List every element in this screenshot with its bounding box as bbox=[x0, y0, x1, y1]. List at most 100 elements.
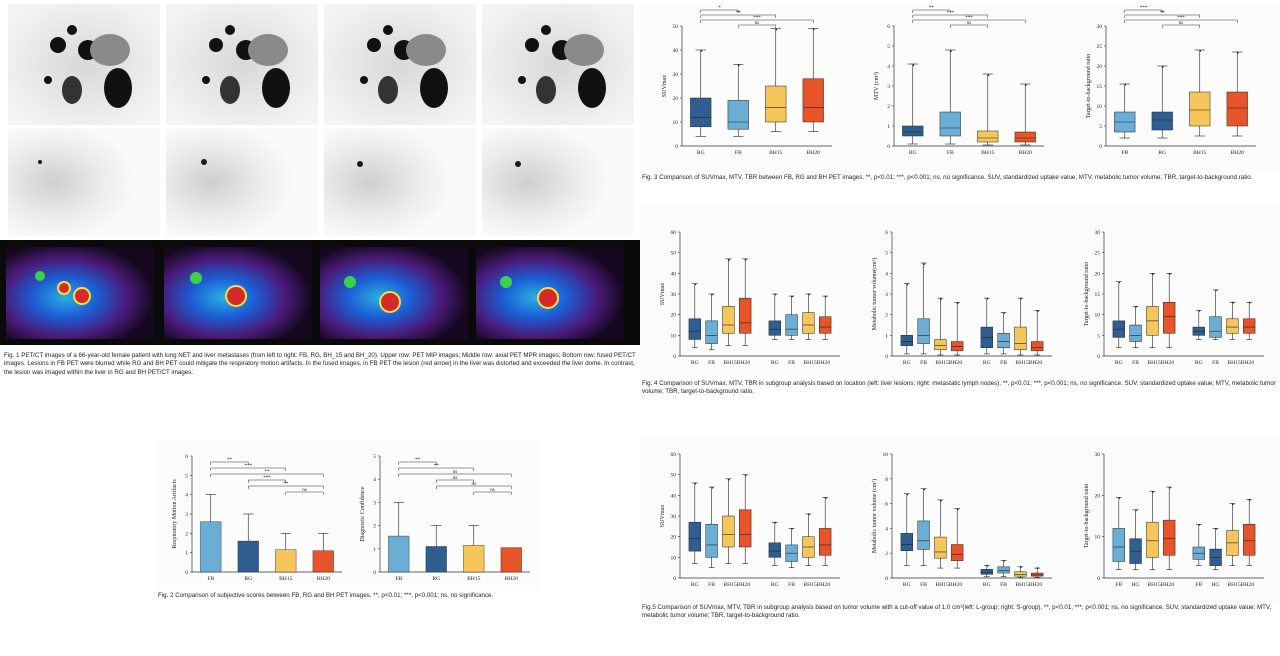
outlier-point bbox=[1036, 567, 1039, 570]
significance-bracket bbox=[912, 9, 951, 13]
box-bh15 bbox=[802, 312, 815, 334]
box-rg bbox=[768, 542, 781, 558]
y-tick-label: 15 bbox=[1095, 292, 1101, 298]
box-fb bbox=[1209, 316, 1222, 338]
x-tick-label: FB bbox=[920, 360, 927, 366]
outlier-point bbox=[808, 513, 810, 516]
significance-bracket bbox=[210, 473, 324, 477]
outlier-point bbox=[956, 302, 959, 304]
box-bh20 bbox=[1163, 519, 1176, 556]
y-tick-label: 20 bbox=[673, 96, 679, 102]
x-tick-label: RG bbox=[983, 582, 991, 588]
box-fb bbox=[1129, 324, 1142, 342]
significance-label: ns bbox=[302, 488, 307, 493]
box-bh20 bbox=[802, 78, 824, 123]
y-tick-label: 6 bbox=[887, 24, 890, 30]
y-axis-label: Target-to-background ratio bbox=[1084, 484, 1090, 549]
y-tick-label: 30 bbox=[1095, 452, 1101, 458]
significance-label: ns bbox=[453, 470, 458, 475]
outlier-point bbox=[1198, 309, 1201, 312]
y-tick-label: 4 bbox=[885, 526, 888, 532]
box-bh15 bbox=[934, 339, 947, 351]
x-tick-label: FB bbox=[788, 360, 795, 366]
x-tick-label: BH20 bbox=[1019, 150, 1033, 156]
significance-bracket bbox=[912, 19, 1026, 23]
box-bh15 bbox=[765, 85, 787, 123]
x-tick-label: BH15BH20 bbox=[723, 360, 750, 366]
y-tick-label: 40 bbox=[671, 271, 677, 277]
outlier-point bbox=[1152, 490, 1154, 493]
outlier-point bbox=[791, 527, 793, 530]
box-bh15 bbox=[1014, 571, 1027, 577]
outlier-point bbox=[694, 482, 697, 485]
y-tick-label: 50 bbox=[671, 473, 677, 479]
outlier-point bbox=[912, 64, 915, 67]
x-tick-label: BH15BH20 bbox=[803, 582, 830, 588]
outlier-point bbox=[711, 293, 713, 296]
outlier-point bbox=[774, 293, 777, 296]
fig3-panel: 0 10 20 30 40 50 SUVmax RG FB BH15 BH20 * ** *** ns 0 1 2… bbox=[640, 4, 1280, 170]
significance-label: ** bbox=[283, 482, 289, 487]
y-tick-label: 60 bbox=[671, 452, 677, 458]
box-bh15 bbox=[722, 306, 735, 334]
box-bh20 bbox=[739, 297, 752, 334]
x-tick-label: RG bbox=[697, 150, 705, 156]
fig2-bar-charts: 0 1 2 3 4 5 6 Respiratory Motion Artifacts FB RG B… bbox=[171, 454, 530, 582]
x-tick-label: RG bbox=[244, 576, 252, 582]
y-tick-label: 20 bbox=[671, 535, 677, 541]
box-bh20 bbox=[1031, 572, 1044, 577]
box-bh15 bbox=[1226, 318, 1239, 334]
y-tick-label: 5 bbox=[185, 473, 188, 479]
outlier-point bbox=[812, 28, 815, 31]
outlier-point bbox=[1232, 503, 1234, 506]
y-tick-label: 20 bbox=[1097, 64, 1103, 70]
box-bh20 bbox=[1226, 91, 1248, 127]
box-fb bbox=[705, 320, 718, 344]
outlier-point bbox=[1024, 84, 1027, 86]
y-tick-label: 0 bbox=[1097, 576, 1100, 582]
box-rg bbox=[980, 569, 993, 575]
x-tick-label: FB bbox=[1000, 582, 1007, 588]
box-bh15 bbox=[934, 536, 947, 559]
x-tick-label: BH15BH20 bbox=[1015, 360, 1042, 366]
y-tick-label: 1 bbox=[887, 124, 890, 130]
outlier-point bbox=[1118, 497, 1121, 499]
box-plot: 0 10 20 30 40 50 60 SUVmax RG FB BH15BH20 RG FB BH15B… bbox=[660, 452, 840, 588]
outlier-point bbox=[700, 50, 703, 52]
x-tick-label: BH15BH20 bbox=[803, 360, 830, 366]
y-tick-label: 0 bbox=[887, 144, 890, 150]
y-tick-label: 0 bbox=[185, 570, 188, 576]
x-tick-label: FB bbox=[735, 150, 742, 156]
significance-bracket bbox=[912, 14, 988, 18]
box-rg bbox=[902, 125, 924, 137]
y-tick-label: 60 bbox=[671, 230, 677, 236]
significance-label: * bbox=[718, 6, 721, 11]
significance-label: ns bbox=[453, 476, 458, 481]
box-fb bbox=[1112, 528, 1125, 562]
outlier-point bbox=[1215, 527, 1217, 530]
bar-bh20 bbox=[500, 547, 522, 573]
outlier-point bbox=[1135, 509, 1137, 512]
significance-bracket bbox=[398, 467, 474, 471]
significance-label: *** bbox=[1140, 6, 1148, 11]
x-tick-label: FB bbox=[395, 576, 402, 582]
significance-label: ** bbox=[1160, 11, 1166, 16]
significance-bracket bbox=[398, 461, 437, 465]
outlier-point bbox=[1003, 559, 1005, 562]
box-bh15 bbox=[1146, 521, 1159, 558]
bar-fb bbox=[200, 521, 222, 573]
outlier-point bbox=[906, 493, 909, 496]
x-tick-label: BH20 bbox=[505, 576, 519, 582]
x-tick-label: BH15 bbox=[769, 150, 783, 156]
outlier-point bbox=[694, 283, 697, 286]
box-rg bbox=[1151, 111, 1173, 131]
fig4-panel: 0 10 20 30 40 50 60 SUVmax RG FB BH15BH20 RG FB BH15B… bbox=[640, 206, 1280, 376]
axial-image-fb bbox=[8, 128, 160, 236]
significance-label: *** bbox=[245, 464, 253, 469]
box-fb bbox=[917, 318, 930, 344]
x-tick-label: FB bbox=[207, 576, 214, 582]
y-tick-label: 40 bbox=[673, 48, 679, 54]
y-axis-label: Target-to-background ratio bbox=[1086, 54, 1092, 119]
